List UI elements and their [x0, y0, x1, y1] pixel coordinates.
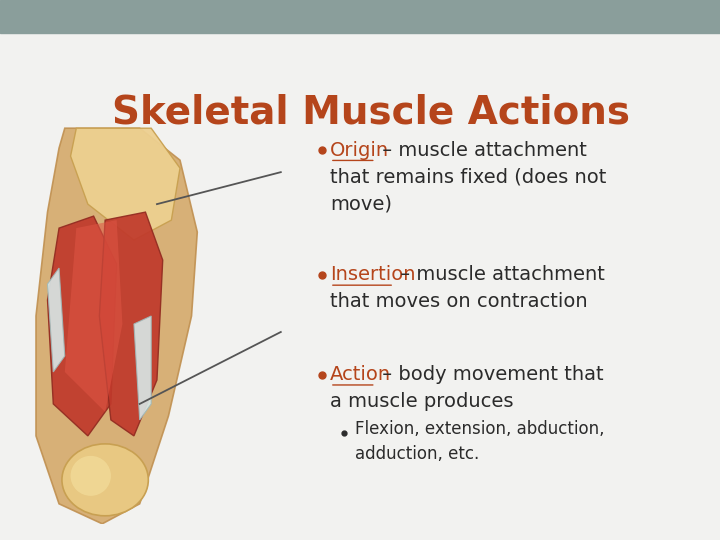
- Text: – body movement that: – body movement that: [376, 365, 603, 384]
- Ellipse shape: [71, 456, 111, 496]
- Polygon shape: [65, 220, 122, 412]
- Text: Origin: Origin: [330, 140, 389, 159]
- Ellipse shape: [62, 444, 148, 516]
- Text: Insertion: Insertion: [330, 265, 415, 284]
- Text: that remains fixed (does not: that remains fixed (does not: [330, 167, 606, 186]
- Text: Action: Action: [330, 365, 391, 384]
- Text: – muscle attachment: – muscle attachment: [394, 265, 605, 284]
- Text: move): move): [330, 194, 392, 214]
- Polygon shape: [71, 128, 180, 240]
- Text: adduction, etc.: adduction, etc.: [355, 444, 480, 463]
- Text: – muscle attachment: – muscle attachment: [376, 140, 587, 159]
- Text: Skeletal Muscle Actions: Skeletal Muscle Actions: [112, 94, 630, 132]
- Polygon shape: [36, 128, 197, 524]
- Polygon shape: [48, 216, 117, 436]
- Text: a muscle produces: a muscle produces: [330, 392, 513, 411]
- Polygon shape: [134, 316, 151, 420]
- Text: that moves on contraction: that moves on contraction: [330, 292, 588, 311]
- Polygon shape: [48, 268, 65, 372]
- Polygon shape: [99, 212, 163, 436]
- Text: Flexion, extension, abduction,: Flexion, extension, abduction,: [355, 420, 605, 437]
